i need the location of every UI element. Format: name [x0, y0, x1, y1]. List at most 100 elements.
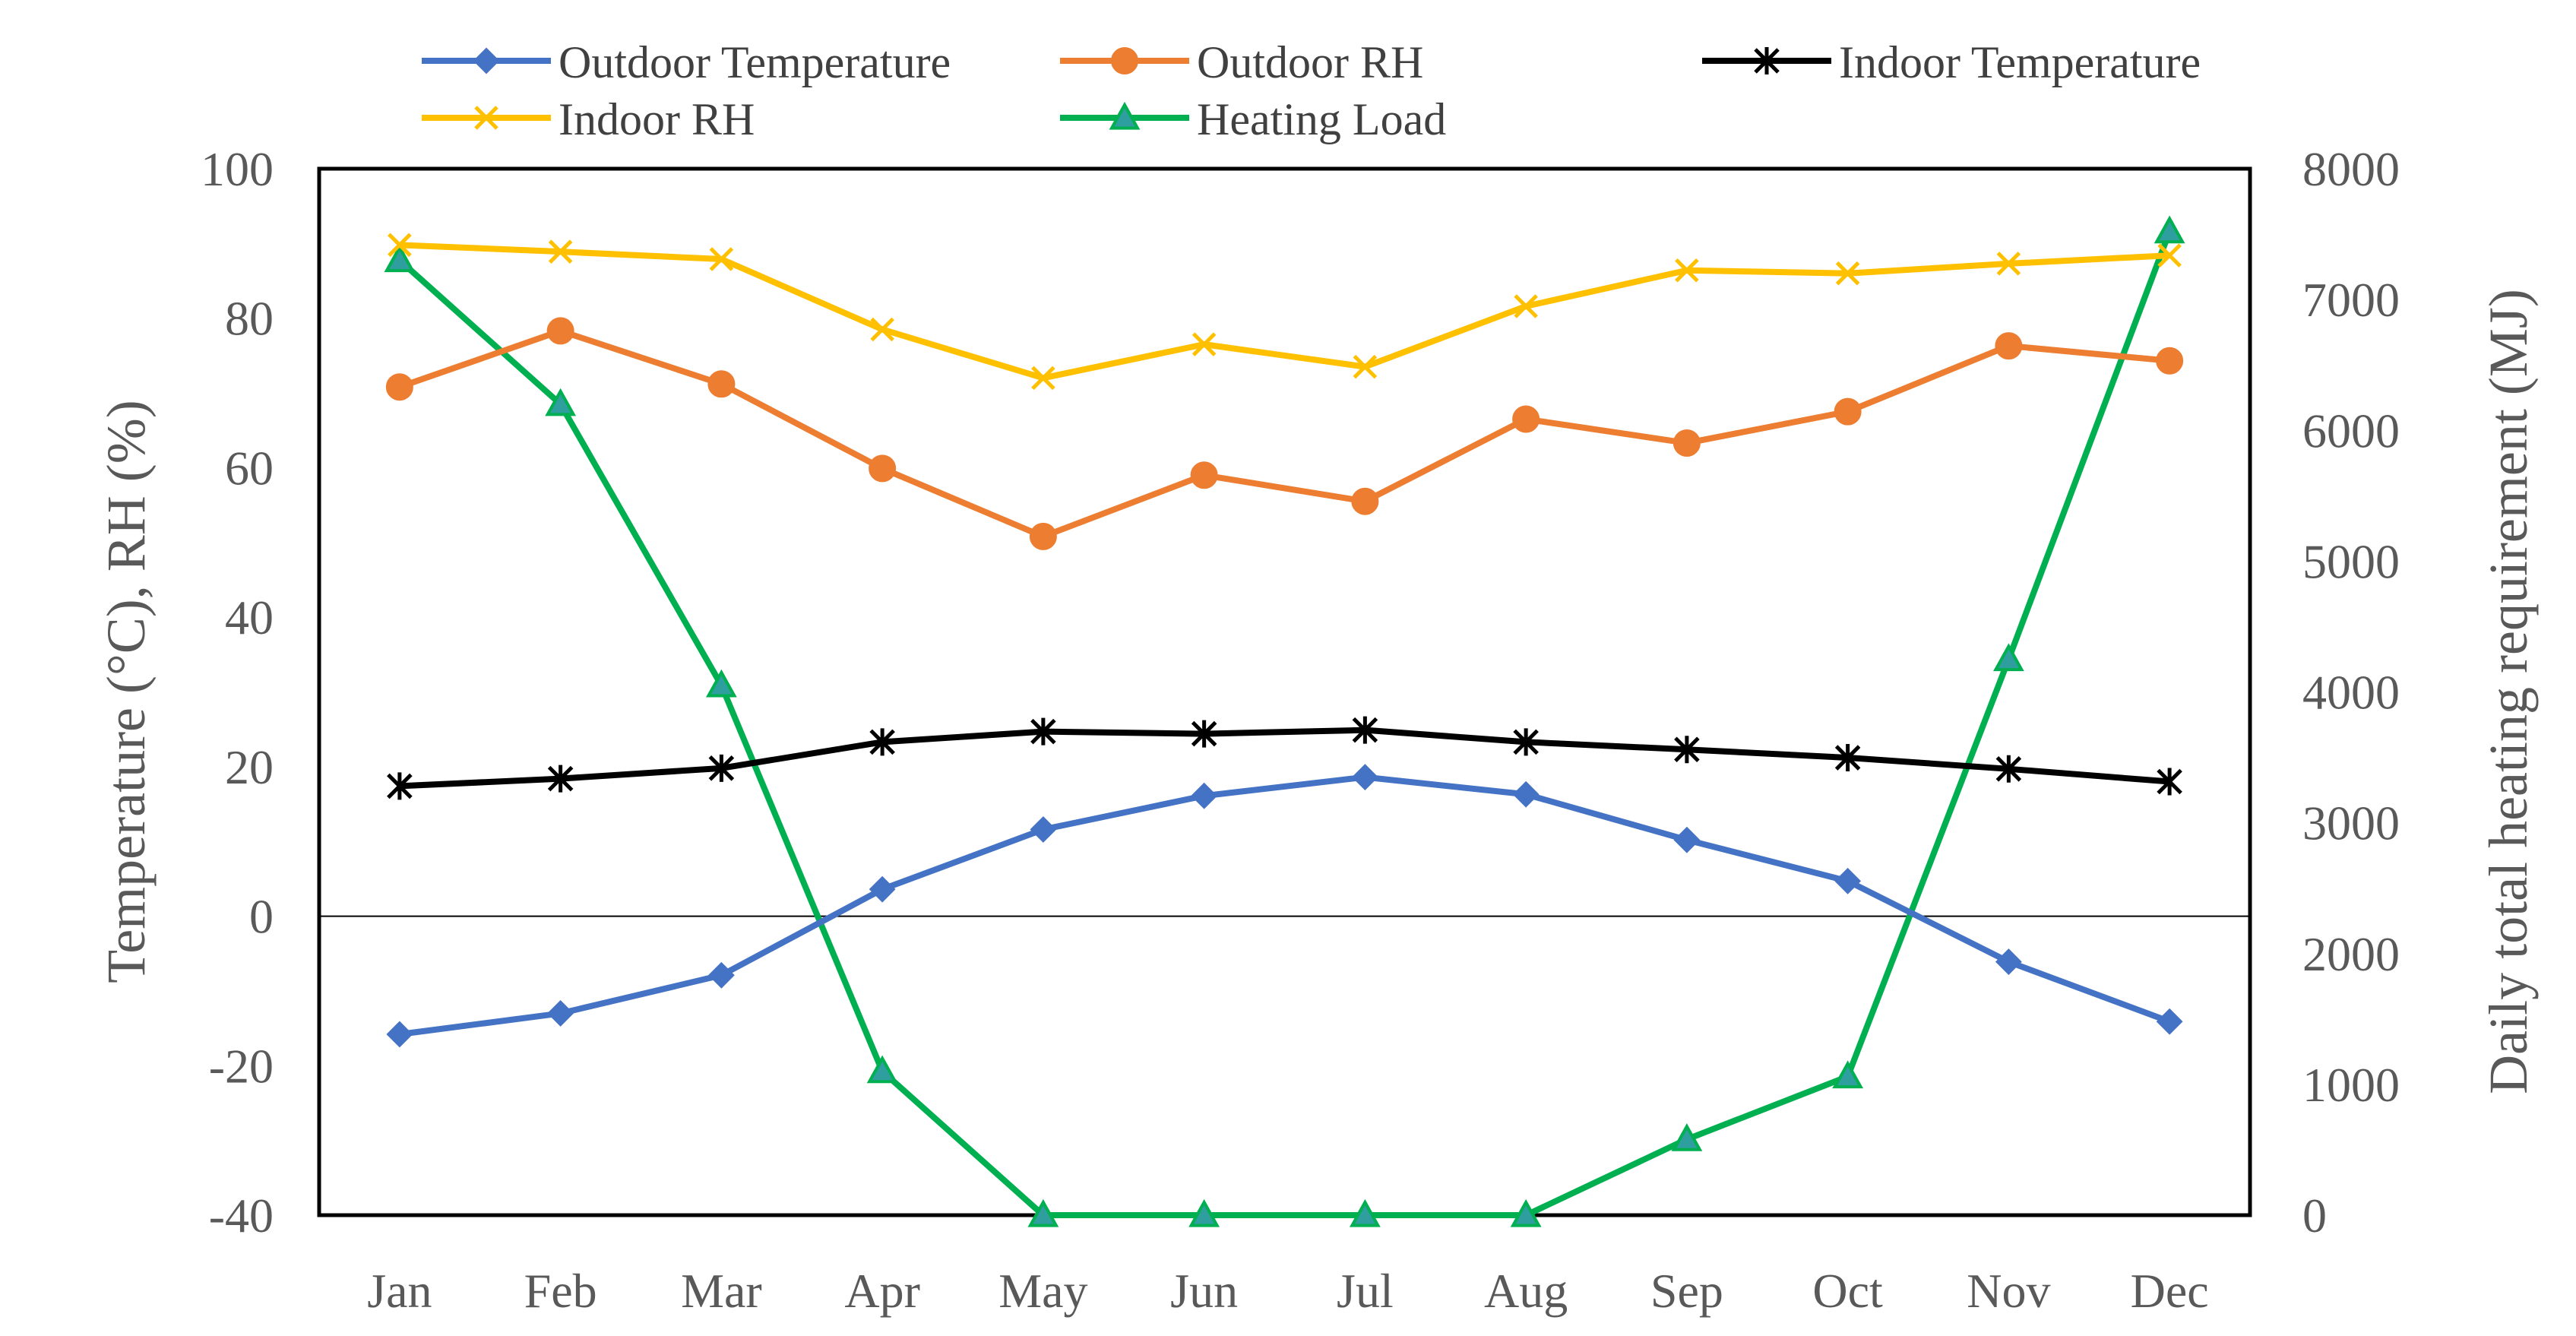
left-axis-title: Temperature (°C), RH (%) [96, 400, 157, 983]
data-point [1029, 522, 1057, 550]
legend-marker [1111, 47, 1138, 74]
data-point [1353, 354, 1378, 379]
legend-marker [474, 106, 498, 130]
data-point [385, 373, 413, 401]
data-point [2157, 243, 2182, 268]
data-point [2156, 1008, 2183, 1035]
data-point [1675, 258, 1699, 283]
right-tick-label: 1000 [2302, 1058, 2400, 1112]
series-indoor-rh [388, 233, 2182, 391]
data-point [1995, 755, 2022, 783]
data-point [1834, 397, 1862, 426]
x-tick-label: Aug [1484, 1264, 1568, 1318]
data-point [546, 317, 574, 345]
data-point [545, 388, 577, 416]
data-point [1188, 1198, 1220, 1227]
data-point [1674, 736, 1700, 764]
data-point [547, 1000, 574, 1027]
series-heating-load [384, 215, 2185, 1227]
x-tick-label: Sep [1650, 1264, 1723, 1318]
data-point [1191, 782, 1218, 809]
data-point [1191, 332, 1217, 356]
series-line [399, 727, 2170, 790]
series-layer [384, 215, 2185, 1227]
x-tick-label: Jul [1337, 1264, 1394, 1318]
data-point [547, 765, 574, 793]
legend-label: Outdoor Temperature [559, 37, 951, 87]
legend-marker [1109, 101, 1141, 130]
left-axis-ticks: 100 80 60 40 20 0 -20 -40 [201, 142, 274, 1243]
data-point [1349, 1198, 1381, 1227]
right-tick-label: 3000 [2302, 796, 2400, 850]
data-point [1030, 717, 1056, 746]
right-axis-title: Daily total heating requirement (MJ) [2478, 289, 2539, 1094]
data-point [388, 233, 412, 258]
data-point [548, 239, 573, 264]
left-tick-label: 20 [225, 740, 274, 794]
right-axis-ticks: 8000 7000 6000 5000 4000 3000 2000 1000 0 [2302, 142, 2400, 1243]
legend-marker [473, 47, 500, 74]
left-tick-label: 100 [201, 142, 274, 196]
data-point [869, 875, 896, 903]
data-point [384, 244, 416, 273]
right-tick-label: 7000 [2302, 273, 2400, 327]
right-tick-label: 4000 [2302, 666, 2400, 720]
legend-item: Outdoor RH [1060, 37, 1423, 87]
data-point [866, 1055, 898, 1084]
series-indoor-temperature [387, 716, 2182, 800]
data-point [1351, 487, 1379, 515]
legend-label: Heating Load [1197, 94, 1446, 144]
right-tick-label: 5000 [2302, 534, 2400, 588]
right-tick-label: 0 [2302, 1189, 2327, 1243]
data-point [705, 669, 737, 698]
data-point [1832, 1060, 1864, 1089]
data-point [1673, 826, 1701, 853]
data-point [1513, 728, 1539, 756]
data-point [707, 961, 735, 989]
x-tick-label: Nov [1967, 1264, 2050, 1318]
series-line [398, 328, 2170, 540]
data-point [386, 1021, 413, 1048]
series-outdoor-rh [385, 317, 2184, 550]
data-point [869, 728, 895, 756]
x-axis-ticks: Jan Feb Mar Apr May Jun Jul Aug Sep Oct Nov Dec [367, 1264, 2208, 1318]
left-tick-label: 40 [225, 590, 274, 644]
right-tick-label: 2000 [2302, 927, 2400, 981]
data-point [1996, 252, 2021, 276]
series-line [399, 242, 2170, 381]
data-point [1191, 720, 1217, 748]
data-point [708, 754, 735, 782]
data-point [1512, 405, 1540, 433]
data-point [1027, 1198, 1059, 1227]
x-tick-label: Jun [1170, 1264, 1238, 1318]
x-tick-label: Apr [844, 1264, 920, 1318]
data-point [707, 370, 736, 398]
data-point [1995, 332, 2023, 360]
data-point [870, 317, 894, 342]
series-line [399, 774, 2171, 1037]
left-tick-label: -40 [209, 1189, 274, 1243]
x-tick-label: Feb [524, 1264, 597, 1318]
left-tick-label: 60 [225, 441, 274, 495]
x-tick-label: Oct [1812, 1264, 1883, 1318]
data-point [709, 247, 734, 271]
legend-label: Indoor RH [559, 94, 755, 144]
data-point [1995, 948, 2022, 975]
data-point [1352, 716, 1378, 744]
data-point [1190, 461, 1218, 489]
x-tick-label: Jan [367, 1264, 432, 1318]
left-tick-label: 80 [225, 292, 274, 346]
data-point [1030, 816, 1057, 843]
legend-item: Indoor Temperature [1702, 37, 2201, 87]
data-point [1834, 744, 1861, 772]
legend-item: Outdoor Temperature [422, 37, 951, 87]
x-tick-label: May [998, 1264, 1087, 1318]
x-tick-label: Dec [2131, 1264, 2209, 1318]
series-outdoor-temperature [386, 764, 2183, 1048]
left-tick-label: -20 [209, 1039, 274, 1093]
data-point [1351, 764, 1378, 791]
data-point [1673, 429, 1701, 457]
data-point [1834, 867, 1862, 894]
data-point [1671, 1123, 1703, 1151]
